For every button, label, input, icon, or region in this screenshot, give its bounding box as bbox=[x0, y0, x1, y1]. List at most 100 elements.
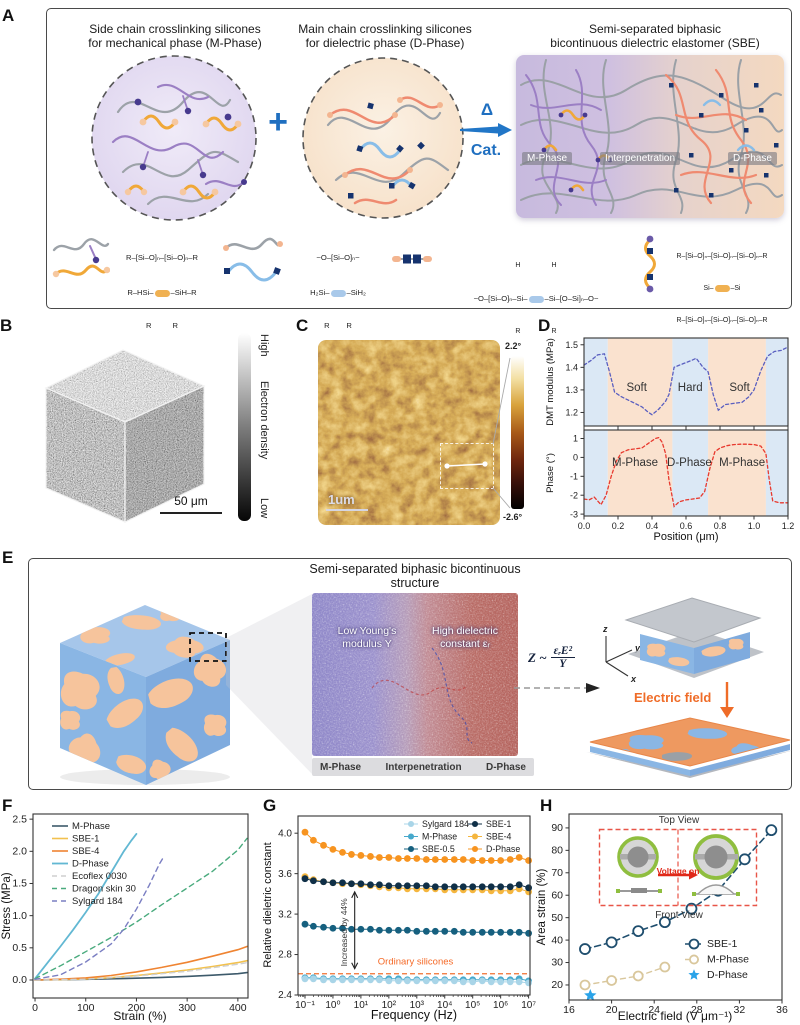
svg-text:4.0: 4.0 bbox=[278, 828, 292, 839]
scalebar-label: 50 μm bbox=[174, 494, 208, 508]
svg-text:M-Phase: M-Phase bbox=[422, 832, 457, 842]
dea-stack-after bbox=[586, 717, 794, 778]
svg-text:D-Phase: D-Phase bbox=[486, 844, 520, 854]
svg-text:20: 20 bbox=[606, 1004, 618, 1016]
stress-strain-chart: 0 100 200 300 400 0.0 0.5 1.0 1.5 2.0 2.5 Strain (%… bbox=[1, 813, 249, 1023]
svg-text:M-Phase: M-Phase bbox=[719, 457, 765, 469]
low-modulus-label: Low Young's modulus Y bbox=[337, 625, 397, 650]
afm-phase-image bbox=[318, 340, 500, 525]
md-simulation-image bbox=[312, 593, 518, 756]
phase-bar: M-Phase Interpenetration D-Phase bbox=[312, 758, 534, 776]
svg-text:0.6: 0.6 bbox=[680, 521, 693, 531]
panel-a-title-sbe: Semi-separated biphasic bicontinuous diel… bbox=[550, 22, 760, 50]
svg-text:3.6: 3.6 bbox=[278, 869, 292, 880]
electric-field-arrow-icon bbox=[720, 682, 734, 718]
svg-text:50: 50 bbox=[551, 912, 563, 924]
afm-colorbar-min: -2.6° bbox=[503, 512, 523, 522]
svg-text:10³: 10³ bbox=[410, 1000, 425, 1011]
svg-text:D-Phase: D-Phase bbox=[667, 457, 712, 469]
svg-text:Increased by 44%: Increased by 44% bbox=[339, 898, 349, 966]
colorbar-high-label: High bbox=[258, 334, 270, 357]
sbe-chip-mphase: M-Phase bbox=[522, 152, 573, 165]
svg-text:0.0: 0.0 bbox=[12, 974, 27, 986]
high-dielectric-label: High dielectric constant εᵣ bbox=[432, 625, 498, 650]
ct-volume-image bbox=[44, 349, 206, 523]
svg-text:3.2: 3.2 bbox=[278, 909, 292, 920]
svg-text:32: 32 bbox=[734, 1004, 746, 1016]
panel-d-label: D bbox=[538, 316, 551, 335]
svg-text:10⁴: 10⁴ bbox=[437, 1000, 452, 1011]
svg-text:Area strain (%): Area strain (%) bbox=[536, 868, 548, 945]
svg-text:10¹: 10¹ bbox=[354, 1000, 369, 1011]
svg-text:2.0: 2.0 bbox=[12, 846, 27, 858]
svg-text:10⁵: 10⁵ bbox=[465, 1000, 480, 1011]
svg-text:36: 36 bbox=[776, 1004, 788, 1016]
svg-text:0.0: 0.0 bbox=[578, 521, 591, 531]
panel-h-label: H bbox=[540, 796, 553, 815]
svg-text:2.4: 2.4 bbox=[278, 990, 292, 1001]
svg-text:Strain (%): Strain (%) bbox=[113, 1009, 166, 1023]
svg-text:16: 16 bbox=[563, 1004, 575, 1016]
svg-text:1.0: 1.0 bbox=[12, 910, 27, 922]
svg-text:0: 0 bbox=[32, 1002, 38, 1014]
scalebar bbox=[160, 512, 222, 515]
svg-text:24: 24 bbox=[648, 1004, 660, 1016]
area-strain-chart: 16 20 24 28 32 36 20 30 40 50 60 70 80 90 Electric fie… bbox=[536, 813, 788, 1023]
svg-text:Ordinary silicones: Ordinary silicones bbox=[378, 957, 454, 968]
svg-text:0.8: 0.8 bbox=[714, 521, 727, 531]
inset-front-view-label: Front View bbox=[655, 910, 703, 921]
svg-text:1.0: 1.0 bbox=[748, 521, 761, 531]
phase-bar-mphase: M-Phase bbox=[320, 761, 362, 773]
soft-segment-icon bbox=[714, 284, 730, 292]
panel-a-title-dphase: Main chain crosslinking silicones for die… bbox=[298, 22, 472, 50]
svg-text:z: z bbox=[602, 624, 608, 634]
voltage-on-label: Voltage on bbox=[656, 866, 700, 876]
afm-scalebar bbox=[326, 509, 368, 511]
phase-bar-interpenetration: Interpenetration bbox=[385, 761, 462, 773]
svg-text:SBE-0.5: SBE-0.5 bbox=[422, 844, 455, 854]
svg-text:SBE-4: SBE-4 bbox=[72, 846, 99, 857]
svg-text:1.4: 1.4 bbox=[565, 363, 578, 373]
block-segment-icon bbox=[392, 254, 432, 264]
svg-text:SBE-1: SBE-1 bbox=[72, 834, 99, 845]
svg-text:30: 30 bbox=[551, 957, 563, 969]
afm-connector-lines bbox=[492, 357, 511, 509]
svg-text:Ecoflex 0030: Ecoflex 0030 bbox=[72, 871, 127, 882]
dphase-network-formula: H H ~O–[Si–O]ₙ–Si– –Si–[O–Si]ₙ–O~ R R bbox=[473, 262, 599, 335]
plus-icon: + bbox=[268, 103, 288, 141]
svg-text:DMT modulus (MPa): DMT modulus (MPa) bbox=[545, 338, 556, 425]
crosslink-strand-icon bbox=[644, 235, 656, 293]
afm-inset-box bbox=[440, 443, 494, 489]
dielectric-chart: 10⁻¹ 10⁰ 10¹ 10² 10³ 10⁴ 10⁵ 10⁶ 10⁷ 2.4 2.8 3.2 3.6… bbox=[262, 815, 536, 1022]
panel-b-label: B bbox=[0, 316, 13, 335]
svg-text:D-Phase: D-Phase bbox=[707, 969, 748, 981]
afm-colorbar bbox=[511, 356, 524, 509]
dashed-arrow-icon bbox=[514, 683, 600, 693]
electron-density-colorbar bbox=[238, 333, 251, 521]
zoom-fan bbox=[226, 594, 312, 774]
mphase-polymer-icon bbox=[52, 238, 110, 278]
actuator-inset bbox=[598, 828, 758, 907]
svg-text:0: 0 bbox=[573, 453, 578, 463]
svg-text:400: 400 bbox=[229, 1002, 247, 1014]
svg-text:2.8: 2.8 bbox=[278, 950, 292, 961]
inset-top-view-label: Top View bbox=[658, 815, 700, 826]
reaction-arrow-icon bbox=[460, 123, 512, 137]
svg-text:1.3: 1.3 bbox=[565, 385, 578, 395]
dphase-crosslinker-formula: ~O–[Si–O]ₙ~ H₂Si– –SiH₂ R R bbox=[310, 253, 366, 330]
svg-text:Stress (MPa): Stress (MPa) bbox=[1, 872, 13, 939]
afm-scale-label: 1um bbox=[328, 492, 355, 507]
svg-text:10⁷: 10⁷ bbox=[521, 1000, 536, 1011]
panel-e-label: E bbox=[2, 548, 14, 567]
bicontinuous-cube bbox=[60, 605, 230, 785]
svg-text:1: 1 bbox=[573, 434, 578, 444]
svg-text:M-Phase: M-Phase bbox=[707, 954, 749, 966]
svg-text:Hard: Hard bbox=[678, 382, 703, 394]
sbe-network-illustration: M-Phase Interpenetration D-Phase bbox=[516, 55, 784, 218]
svg-text:80: 80 bbox=[551, 845, 563, 857]
svg-text:-3: -3 bbox=[570, 509, 578, 519]
svg-text:M-Phase: M-Phase bbox=[612, 457, 658, 469]
afm-profile-line bbox=[444, 461, 488, 469]
svg-text:SBE-4: SBE-4 bbox=[486, 832, 512, 842]
panel-a-title-mphase: Side chain crosslinking silicones for mec… bbox=[88, 22, 262, 50]
